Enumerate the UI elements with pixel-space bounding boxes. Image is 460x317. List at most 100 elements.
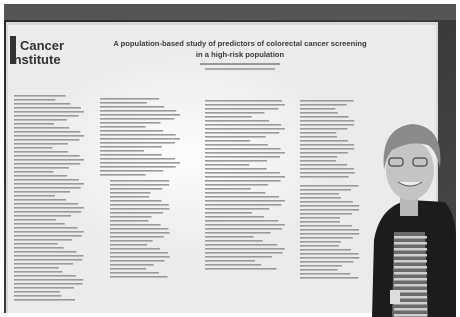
photo: Cancer Institute A population-based stud… [0, 0, 460, 317]
text-line [14, 283, 83, 285]
text-line [100, 122, 161, 124]
text-line [110, 228, 168, 230]
text-line [14, 299, 75, 301]
text-line [205, 104, 285, 106]
stripe [394, 248, 427, 251]
text-line [300, 213, 352, 215]
text-line [14, 175, 67, 177]
text-line [14, 243, 57, 245]
stripe [394, 272, 427, 275]
text-line [300, 152, 348, 154]
text-line [110, 268, 146, 270]
text-line [205, 240, 263, 242]
text-line [14, 279, 83, 281]
badge [390, 290, 400, 304]
text-line [300, 217, 340, 219]
text-line [14, 107, 81, 109]
text-line [300, 128, 347, 130]
text-line [14, 219, 56, 221]
text-line [14, 271, 62, 273]
text-line [110, 240, 153, 242]
text-line [205, 140, 250, 142]
text-line [205, 128, 285, 130]
text-line [205, 260, 255, 262]
text-line [205, 164, 249, 166]
text-line [205, 200, 285, 202]
text-line [205, 156, 280, 158]
text-line [100, 98, 159, 100]
text-line [110, 236, 164, 238]
text-line [300, 205, 359, 207]
text-line [205, 168, 267, 170]
text-line [300, 144, 354, 146]
text-line [300, 209, 359, 211]
text-line [300, 116, 349, 118]
text-line [14, 259, 82, 261]
text-line [14, 135, 84, 137]
text-line [14, 207, 84, 209]
text-line [110, 200, 161, 202]
text-line [205, 268, 276, 270]
text-line [300, 241, 341, 243]
text-line [110, 192, 151, 194]
text-line [205, 132, 279, 134]
text-line [110, 220, 148, 222]
text-line [300, 108, 335, 110]
text-line [300, 164, 347, 166]
text-line [300, 132, 336, 134]
text-line [110, 196, 149, 198]
text-line [205, 220, 278, 222]
text-line [100, 114, 180, 116]
text-line [205, 108, 278, 110]
text-line [14, 287, 74, 289]
text-line [14, 227, 78, 229]
text-line [100, 158, 175, 160]
text-line [205, 176, 285, 178]
text-line [205, 192, 265, 194]
text-line [14, 223, 65, 225]
text-line [100, 154, 162, 156]
text-line [205, 236, 254, 238]
text-line [205, 248, 285, 250]
text-line [100, 174, 146, 176]
stripe [394, 242, 427, 245]
text-line [110, 180, 169, 182]
stripe [394, 278, 427, 281]
text-line [14, 267, 59, 269]
text-line [205, 152, 285, 154]
text-line [110, 244, 147, 246]
text-line [14, 211, 81, 213]
text-line [300, 156, 337, 158]
text-line [300, 168, 354, 170]
text-line [300, 197, 341, 199]
text-line [205, 244, 277, 246]
affiliation [205, 68, 275, 70]
text-line [110, 212, 163, 214]
text-line [300, 189, 351, 191]
text-line [300, 225, 352, 227]
text-line [14, 199, 66, 201]
text-line [100, 134, 176, 136]
text-line [205, 136, 266, 138]
text-line [100, 142, 175, 144]
text-line [205, 116, 252, 118]
text-line [14, 115, 79, 117]
text-line [110, 260, 165, 262]
text-line [14, 147, 53, 149]
text-line [14, 127, 69, 129]
text-line [300, 237, 353, 239]
text-line [205, 148, 281, 150]
text-line [205, 188, 251, 190]
text-line [14, 231, 84, 233]
text-line [205, 208, 269, 210]
text-line [205, 256, 272, 258]
poster-title: A population-based study of predictors o… [113, 39, 367, 48]
text-line [14, 295, 61, 297]
text-line [110, 232, 170, 234]
text-line [110, 216, 152, 218]
text-line [100, 118, 174, 120]
text-line [205, 212, 252, 214]
logo-text: Institute [10, 52, 61, 67]
text-line [205, 228, 282, 230]
text-line [14, 291, 60, 293]
